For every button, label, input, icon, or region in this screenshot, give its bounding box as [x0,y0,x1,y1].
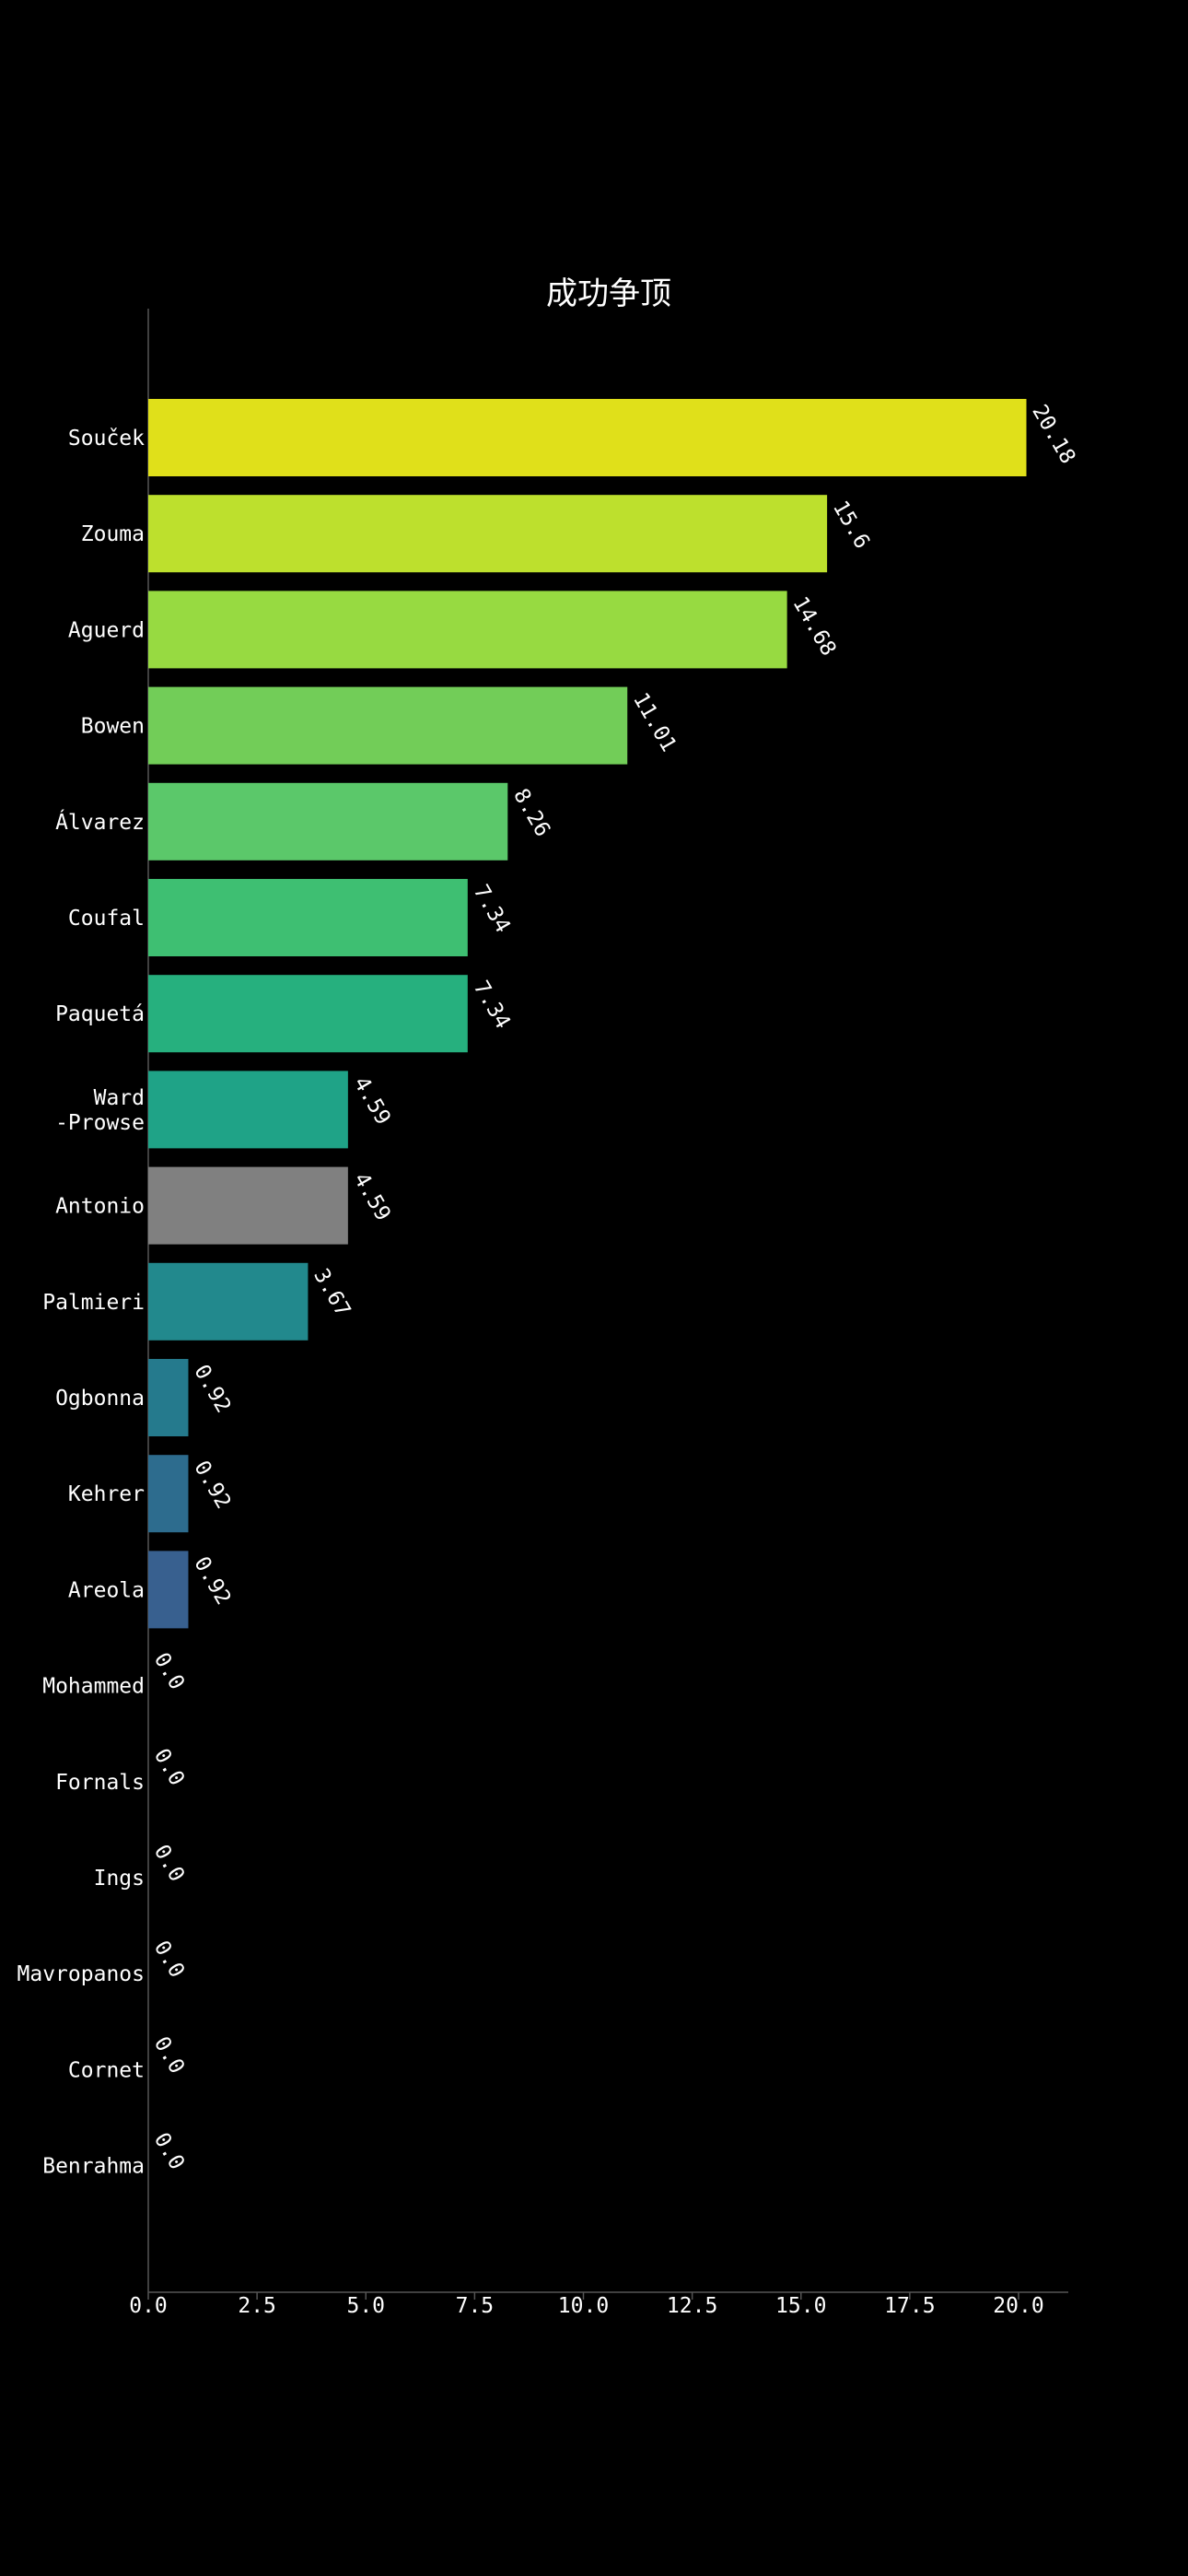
bars-group [148,399,1027,1629]
bar [148,1071,348,1149]
category-label: Ings [94,1867,145,1891]
value-label: 7.34 [469,977,515,1033]
value-label: 8.26 [508,785,554,841]
category-label: Areola [68,1578,145,1602]
category-label: Palmieri [42,1291,145,1315]
x-tick-label: 0.0 [129,2294,168,2318]
value-label: 0.0 [149,1937,189,1982]
bar [148,975,468,1053]
bar [148,686,628,765]
chart-title: 成功争顶 [546,275,671,312]
category-label: Coufal [68,907,145,931]
category-label: Bowen [81,715,145,739]
x-tick-label: 7.5 [456,2294,495,2318]
value-label: 4.59 [349,1072,395,1129]
value-label: 14.68 [787,592,840,660]
x-tick-label: 5.0 [346,2294,385,2318]
value-label: 0.0 [149,2032,189,2078]
value-label: 7.34 [469,881,515,937]
value-label: 11.01 [628,689,681,756]
category-label: Antonio [55,1195,145,1219]
value-label: 0.0 [149,1649,189,1694]
bar [148,1166,348,1245]
value-label: 4.59 [349,1169,395,1225]
category-label: Paquetá [55,1002,145,1026]
category-label: Ward -Prowse [55,1086,145,1135]
category-label: Mavropanos [17,1962,145,1986]
category-label: Álvarez [55,809,145,835]
bar [148,1262,309,1341]
category-label: Mohammed [42,1675,145,1699]
bar [148,1551,189,1629]
category-label: Ogbonna [55,1387,145,1411]
bar [148,399,1027,476]
x-tick-label: 12.5 [667,2294,717,2318]
category-label: Cornet [68,2058,145,2082]
category-labels-group: Souček Zouma Aguerd Bowen Álvarez Coufal Paque… [17,427,146,2179]
value-label: 0.0 [149,2129,189,2174]
category-label: Fornals [55,1771,145,1795]
value-label: 0.0 [149,1745,189,1790]
bar [148,591,787,669]
value-label: 0.92 [189,1552,235,1609]
category-label: Aguerd [68,618,145,642]
value-label: 0.92 [189,1457,235,1513]
value-label: 0.0 [149,1841,189,1886]
x-tick-label: 17.5 [884,2294,935,2318]
bar [148,782,508,861]
x-tick-label: 15.0 [775,2294,826,2318]
x-tick-label: 10.0 [558,2294,609,2318]
category-label: Benrahma [42,2155,145,2179]
bar [148,495,828,573]
bar [148,879,468,956]
x-tick-label: 20.0 [993,2294,1043,2318]
x-tick-label: 2.5 [238,2294,276,2318]
value-label: 3.67 [309,1265,355,1321]
value-label: 0.92 [189,1361,235,1417]
value-label: 15.6 [828,497,874,553]
category-label: Souček [68,427,145,451]
bar [148,1455,189,1533]
x-ticks-group: 0.0 2.5 5.0 7.5 10.0 12.5 15.0 17.5 20.0 [129,2292,1044,2318]
bar [148,1359,189,1436]
category-label: Kehrer [68,1482,145,1506]
category-label: Zouma [81,522,145,546]
value-label: 20.18 [1027,401,1079,468]
